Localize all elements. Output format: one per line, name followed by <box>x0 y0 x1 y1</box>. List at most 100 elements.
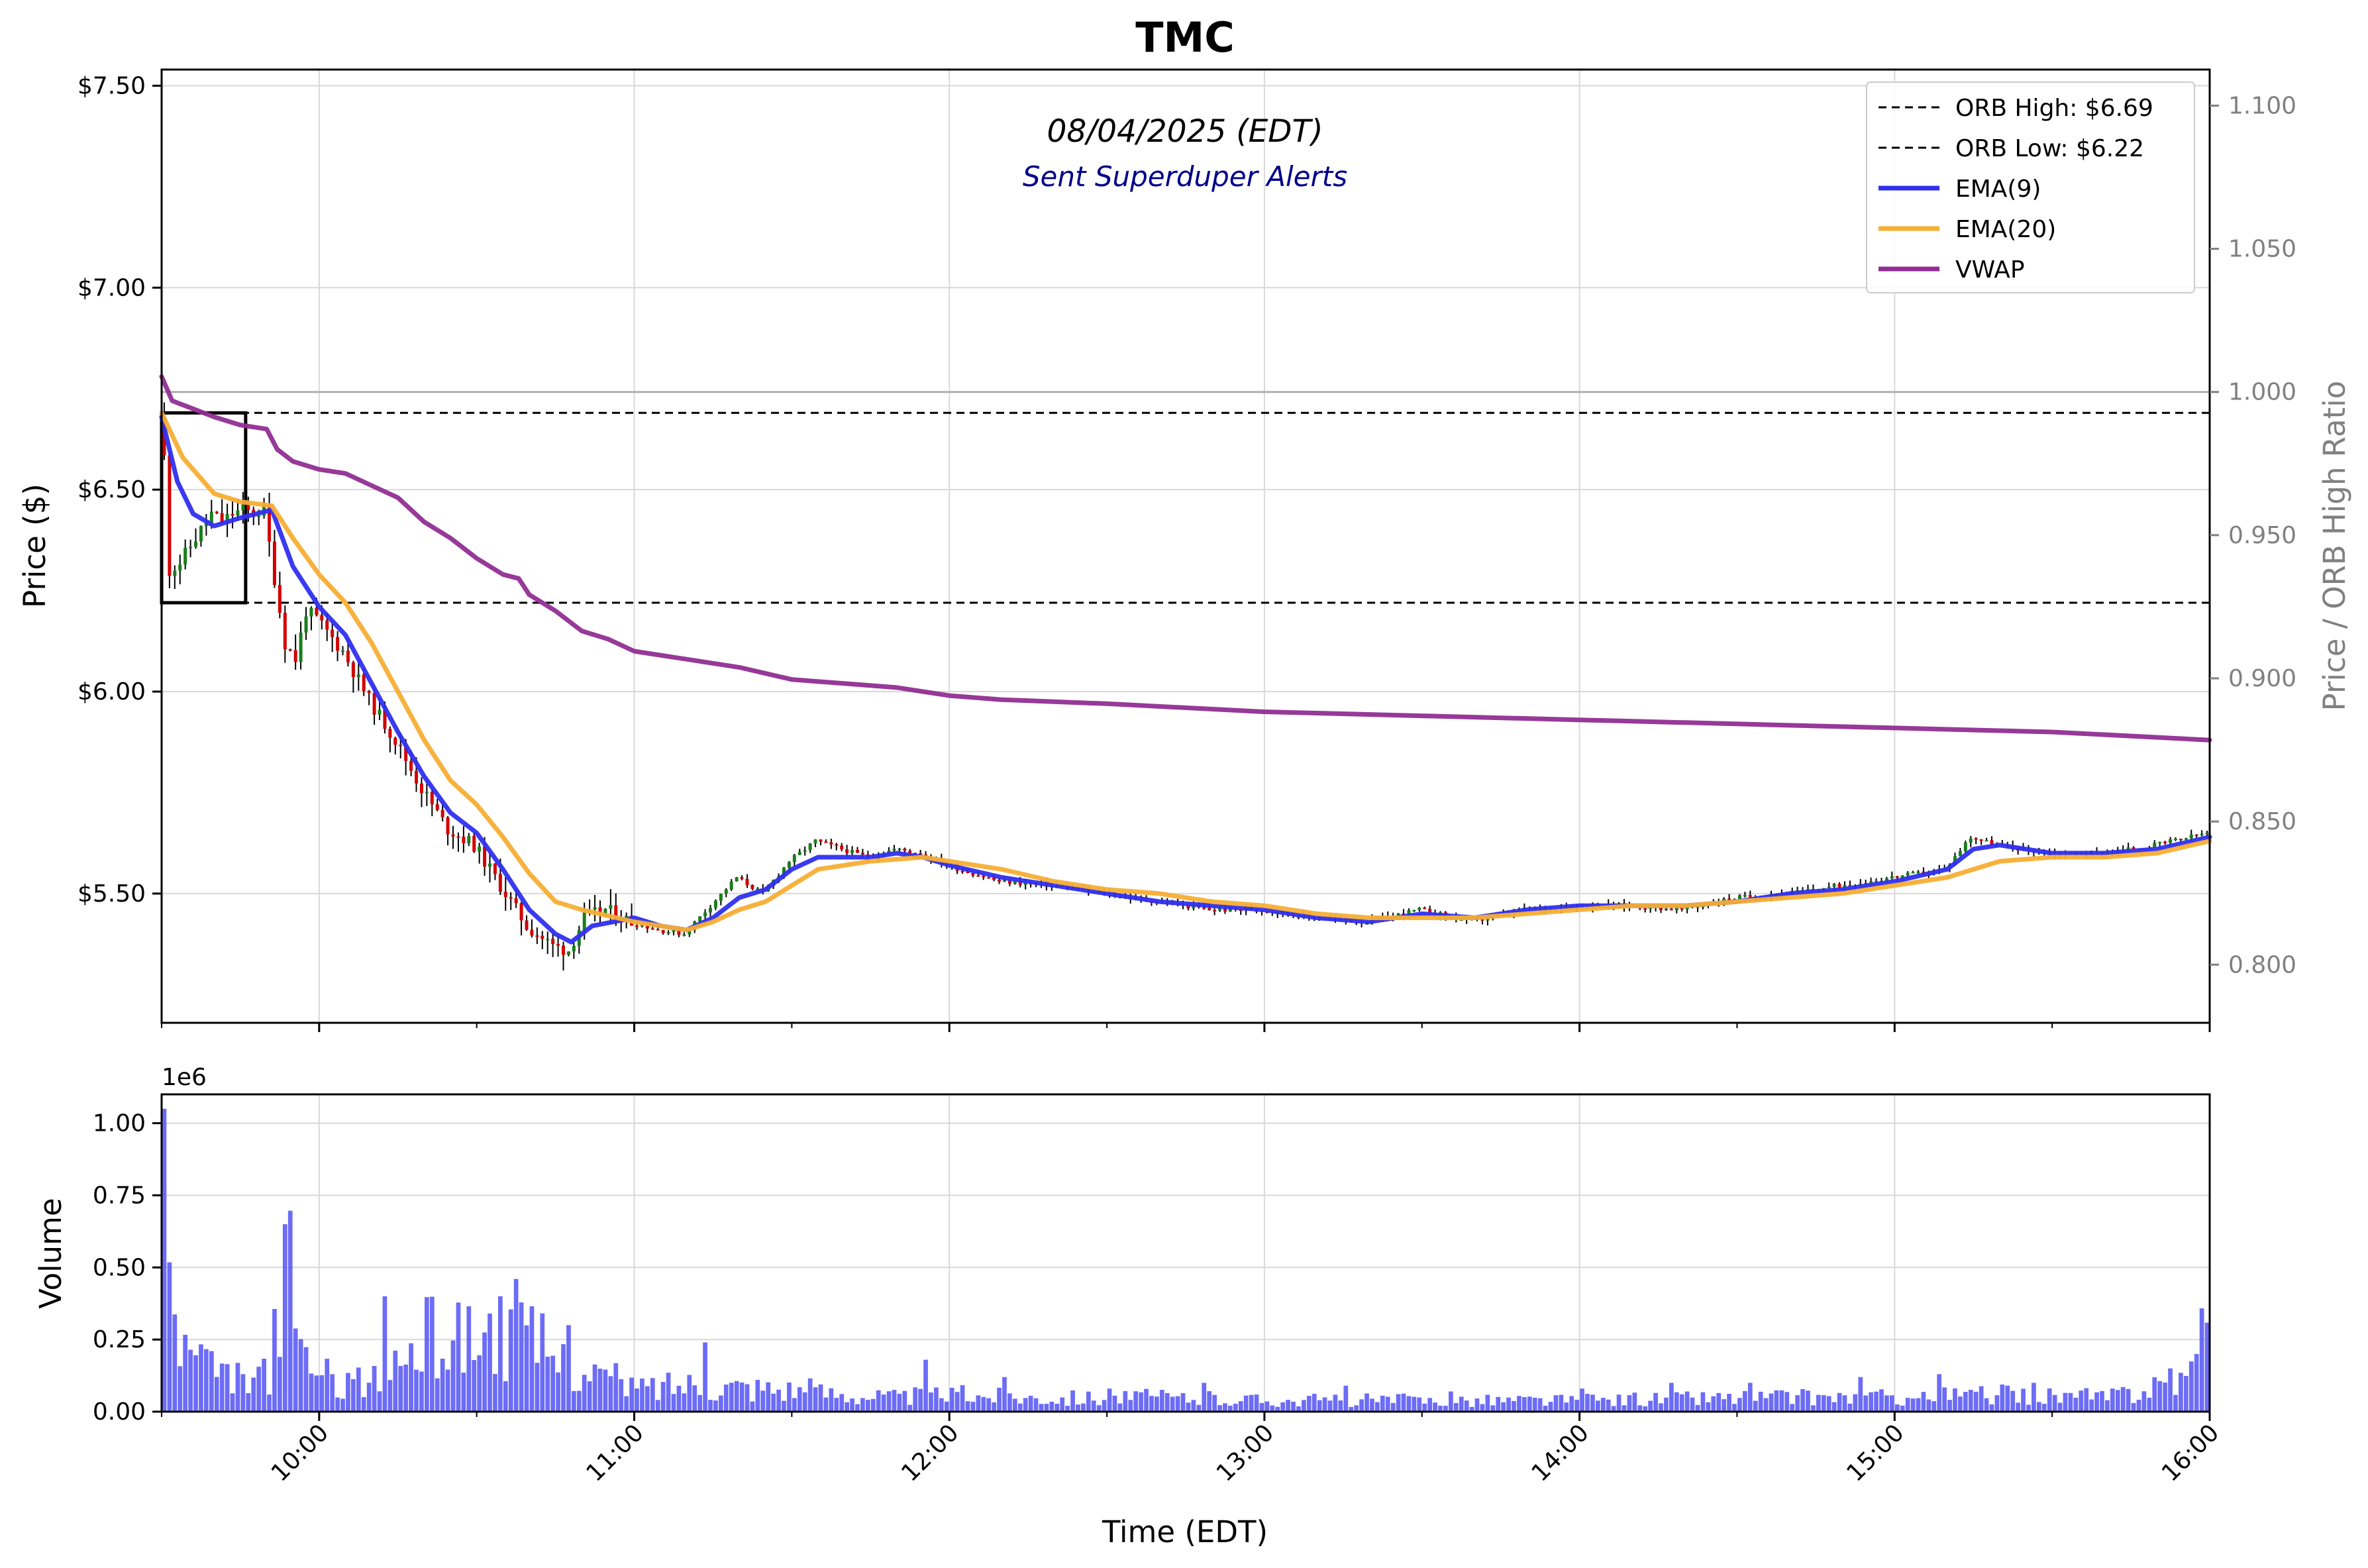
volume-bar <box>572 1390 576 1412</box>
volume-bar <box>1490 1405 1496 1412</box>
volume-bar <box>472 1360 477 1412</box>
volume-bar <box>855 1404 860 1412</box>
volume-bar <box>1963 1392 1968 1412</box>
volume-bar <box>870 1398 876 1412</box>
volume-bar <box>755 1379 760 1412</box>
volume-bar <box>1684 1391 1690 1412</box>
volume-bar <box>1485 1394 1490 1412</box>
volume-bar <box>1028 1395 1033 1412</box>
volume-bar <box>886 1391 892 1412</box>
volume-bar <box>1123 1390 1128 1412</box>
candle-body <box>824 841 828 843</box>
candle-body <box>1806 888 1810 890</box>
volume-tick-label: 0.25 <box>93 1326 146 1353</box>
volume-bar <box>361 1397 366 1412</box>
volume-bar <box>576 1390 582 1412</box>
volume-bar <box>1596 1400 1600 1412</box>
volume-bar <box>2204 1322 2210 1412</box>
volume-bar <box>1921 1392 1926 1412</box>
volume-bar <box>1517 1396 1521 1412</box>
candle-body <box>982 876 986 878</box>
volume-bar <box>425 1297 429 1412</box>
candle-body <box>656 929 660 931</box>
candle-body <box>803 850 807 852</box>
volume-bar <box>445 1369 450 1412</box>
volume-bar <box>230 1393 235 1412</box>
volume-bar <box>671 1394 676 1412</box>
volume-bar <box>377 1391 382 1412</box>
volume-bar <box>1905 1398 1910 1412</box>
volume-bar <box>256 1367 262 1412</box>
price-grid <box>162 70 2210 1023</box>
volume-bar <box>1149 1396 1154 1412</box>
candle-body <box>288 649 292 651</box>
candle-body <box>293 650 297 662</box>
candle-body <box>1223 908 1227 912</box>
volume-tick-label: 0.00 <box>93 1398 146 1426</box>
volume-bar <box>1831 1402 1837 1412</box>
candle-body <box>1900 875 1904 878</box>
volume-bar <box>1931 1401 1937 1412</box>
candle-body <box>756 888 760 890</box>
candle-body <box>336 637 340 651</box>
volume-bar <box>1112 1395 1117 1412</box>
volume-bar <box>1438 1406 1443 1412</box>
volume-bar <box>1664 1397 1669 1412</box>
volume-bar <box>802 1392 807 1412</box>
candle-body <box>1423 908 1427 910</box>
candle-body <box>415 770 419 784</box>
volume-bar <box>1858 1377 1863 1412</box>
volume-bar <box>1249 1394 1254 1412</box>
candle-body <box>199 526 203 542</box>
volume-bar <box>1706 1402 1711 1412</box>
candle-body <box>535 935 539 937</box>
volume-bar <box>340 1398 345 1412</box>
volume-bar <box>513 1279 519 1412</box>
volume-bar <box>734 1381 739 1412</box>
volume-bar <box>1874 1391 1879 1412</box>
candle-body <box>1674 908 1678 911</box>
volume-bar <box>1847 1403 1853 1412</box>
candle-body <box>1890 876 1894 878</box>
candle-body <box>860 853 864 855</box>
volume-bar <box>1270 1405 1275 1412</box>
volume-bar <box>519 1302 524 1412</box>
volume-bar <box>1302 1400 1306 1412</box>
candle-body <box>666 932 670 934</box>
volume-bar <box>1501 1402 1506 1412</box>
volume-bar <box>508 1309 513 1412</box>
volume-bar <box>1144 1388 1149 1412</box>
candle-body <box>404 745 408 761</box>
volume-plot <box>162 1108 2210 1412</box>
volume-bar <box>278 1357 282 1412</box>
volume-bar <box>172 1314 178 1412</box>
volume-bar <box>1375 1402 1380 1412</box>
volume-bar <box>1884 1395 1889 1412</box>
candle-body <box>787 862 791 868</box>
volume-bar <box>697 1394 703 1412</box>
volume-bar <box>860 1398 865 1412</box>
volume-bar <box>178 1366 183 1412</box>
candle-body <box>1002 880 1006 882</box>
candle-body <box>1869 881 1873 883</box>
volume-bar <box>1674 1392 1679 1412</box>
candle-body <box>483 846 487 867</box>
volume-bar <box>346 1373 350 1412</box>
candle-body <box>987 877 991 879</box>
volume-bar <box>603 1369 608 1412</box>
volume-bar <box>225 1364 230 1412</box>
volume-bar <box>2079 1390 2084 1412</box>
volume-bar <box>1086 1391 1091 1412</box>
candle-body <box>419 783 423 794</box>
volume-bar <box>561 1344 566 1412</box>
volume-bar <box>1380 1395 1385 1412</box>
candle-body <box>1743 895 1747 897</box>
candle-body <box>976 875 980 877</box>
volume-bar <box>183 1334 188 1412</box>
candle-body <box>430 792 434 805</box>
ratio-y-axis: 1.100 1.050 1.000 0.950 0.900 0.850 0.800 <box>2210 92 2296 978</box>
candle-body <box>1727 898 1731 900</box>
volume-bar <box>635 1388 639 1412</box>
volume-bar <box>1543 1405 1548 1412</box>
